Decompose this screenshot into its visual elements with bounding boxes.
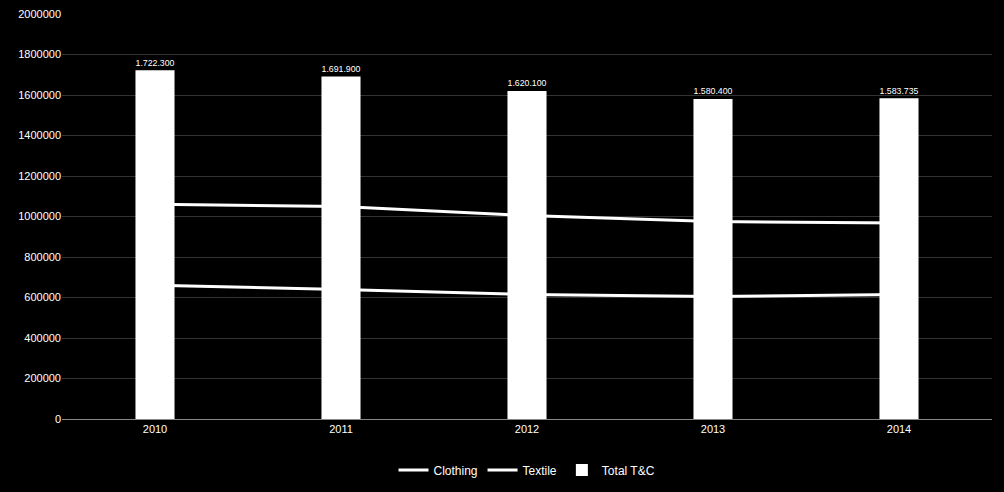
svg-text:1.722.300: 1.722.300 <box>136 58 175 68</box>
svg-text:1.580.400: 1.580.400 <box>694 86 733 96</box>
svg-text:2010: 2010 <box>143 423 167 435</box>
svg-text:1400000: 1400000 <box>18 129 61 141</box>
svg-text:1200000: 1200000 <box>18 170 61 182</box>
svg-text:1000000: 1000000 <box>18 210 61 222</box>
svg-text:400000: 400000 <box>24 332 61 344</box>
svg-text:600000: 600000 <box>24 291 61 303</box>
svg-text:1.583.735: 1.583.735 <box>880 86 919 96</box>
svg-text:2011: 2011 <box>329 423 353 435</box>
svg-text:Clothing: Clothing <box>434 464 478 478</box>
svg-text:Textile: Textile <box>523 464 557 478</box>
svg-text:1800000: 1800000 <box>18 48 61 60</box>
svg-text:2014: 2014 <box>887 423 911 435</box>
svg-text:2000000: 2000000 <box>18 8 61 20</box>
svg-text:2012: 2012 <box>515 423 539 435</box>
svg-text:200000: 200000 <box>24 372 61 384</box>
svg-text:0: 0 <box>55 413 61 425</box>
svg-text:1.620.100: 1.620.100 <box>508 78 547 88</box>
svg-text:1.691.900: 1.691.900 <box>322 64 361 74</box>
svg-text:2013: 2013 <box>701 423 725 435</box>
svg-text:800000: 800000 <box>24 251 61 263</box>
svg-text:1600000: 1600000 <box>18 89 61 101</box>
svg-text:Total T&C: Total T&C <box>602 464 655 478</box>
